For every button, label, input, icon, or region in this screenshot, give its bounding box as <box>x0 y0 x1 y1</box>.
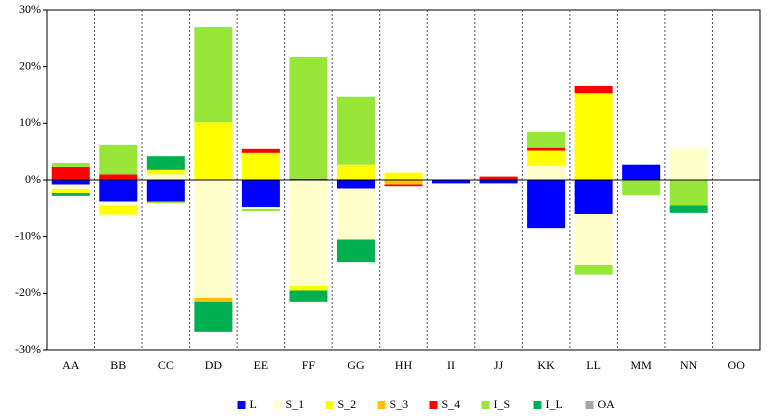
x-tick-label: II <box>447 358 455 372</box>
bar-segment <box>574 265 613 275</box>
x-tick-label: BB <box>110 358 126 372</box>
bar-segment <box>384 172 423 180</box>
bar-segment <box>99 201 138 206</box>
bar-segment <box>289 180 328 286</box>
bar-segment <box>336 180 375 189</box>
bar-segment <box>99 205 138 215</box>
bar-segment <box>194 301 233 332</box>
x-tick-label: NN <box>680 358 698 372</box>
bar-segment <box>527 165 566 180</box>
bar-segment <box>194 122 233 180</box>
legend-label: I_L <box>546 397 563 411</box>
bar-segment <box>479 176 518 180</box>
legend-label: S_4 <box>442 397 461 411</box>
legend-swatch <box>481 401 490 409</box>
legend-swatch <box>273 401 282 409</box>
legend-label: S_2 <box>338 397 357 411</box>
bar-segment <box>51 184 90 190</box>
legend-swatch <box>377 401 386 409</box>
x-tick-label: KK <box>537 358 555 372</box>
legend-label: S_1 <box>286 397 305 411</box>
bar-segment <box>527 147 566 151</box>
y-tick-label: 20% <box>19 58 41 72</box>
y-tick-label: 10% <box>19 115 41 129</box>
bar-segment <box>99 174 138 180</box>
bar-segment <box>241 208 280 212</box>
bar-segment <box>384 184 423 187</box>
y-tick-label: 30% <box>19 2 41 16</box>
x-tick-label: HH <box>395 358 413 372</box>
bar-segment <box>241 152 280 180</box>
bar-segment <box>289 285 328 291</box>
bar-segment <box>479 180 518 184</box>
bar-segment <box>51 180 90 185</box>
x-tick-label: JJ <box>494 358 504 372</box>
bar-segment <box>574 180 613 214</box>
bar-segment <box>146 201 185 204</box>
bar-segment <box>527 131 566 148</box>
bar-segment <box>51 193 90 196</box>
bar-segment <box>574 85 613 94</box>
bar-segment <box>289 178 328 180</box>
x-tick-label: AA <box>62 358 80 372</box>
x-tick-label: MM <box>630 358 652 372</box>
bar-segment <box>99 144 138 175</box>
legend-swatch <box>585 401 594 409</box>
bar-segment <box>51 163 90 167</box>
x-tick-label: GG <box>347 358 365 372</box>
x-tick-label: FF <box>302 358 316 372</box>
bar-segment <box>669 205 708 213</box>
bar-segment <box>146 156 185 170</box>
y-tick-label: -20% <box>15 285 41 299</box>
legend-swatch <box>237 401 246 409</box>
bar-segment <box>336 239 375 263</box>
legend-label: S_3 <box>390 397 409 411</box>
bar-segment <box>146 174 185 180</box>
bar-segment <box>669 180 708 206</box>
y-tick-label: -30% <box>15 342 41 356</box>
bar-segment <box>574 214 613 265</box>
bar-segment <box>527 150 566 166</box>
bar-segment <box>194 27 233 123</box>
legend-swatch <box>533 401 542 409</box>
legend-label: I_S <box>494 397 511 411</box>
x-tick-label: DD <box>205 358 223 372</box>
bar-segment <box>669 147 708 180</box>
bar-segment <box>241 180 280 208</box>
bar-segment <box>146 180 185 202</box>
y-tick-label: -10% <box>15 228 41 242</box>
bar-segment <box>622 164 661 180</box>
bar-segment <box>289 57 328 179</box>
bar-segment <box>432 180 471 184</box>
bar-segment <box>146 169 185 175</box>
bar-segment <box>51 166 90 180</box>
legend-swatch <box>325 401 334 409</box>
legend-label: OA <box>598 397 616 411</box>
x-tick-label: EE <box>254 358 269 372</box>
bar-segment <box>622 180 661 196</box>
bar-segment <box>241 207 280 209</box>
legend-swatch <box>429 401 438 409</box>
bar-segment <box>289 290 328 302</box>
x-tick-label: OO <box>728 358 746 372</box>
bar-segment <box>194 180 233 298</box>
bar-segment <box>527 180 566 229</box>
legend-label: L <box>250 397 257 411</box>
bar-segment <box>99 180 138 202</box>
bar-segment <box>384 180 423 185</box>
y-tick-label: 0% <box>25 172 41 186</box>
bar-segment <box>194 297 233 302</box>
bar-segment <box>574 93 613 180</box>
x-tick-label: LL <box>586 358 601 372</box>
x-tick-label: CC <box>158 358 174 372</box>
bar-segment <box>336 164 375 180</box>
bar-segment <box>51 189 90 194</box>
bar-segment <box>336 96 375 165</box>
bar-segment <box>241 148 280 153</box>
bar-segment <box>336 188 375 240</box>
